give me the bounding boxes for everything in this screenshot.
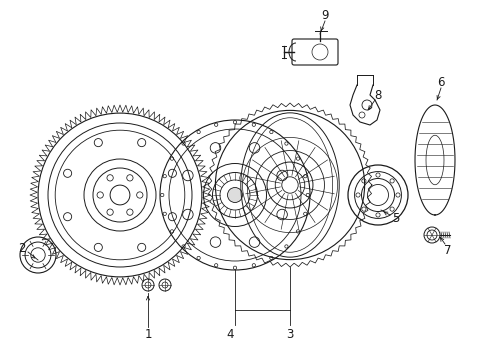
Text: 4: 4 bbox=[226, 328, 233, 342]
Text: 9: 9 bbox=[321, 9, 328, 22]
Text: 6: 6 bbox=[436, 76, 444, 89]
Text: 2: 2 bbox=[18, 242, 26, 255]
Text: 7: 7 bbox=[443, 243, 451, 257]
Circle shape bbox=[227, 188, 242, 202]
Text: 5: 5 bbox=[391, 212, 399, 225]
Text: 1: 1 bbox=[144, 328, 151, 342]
Text: 8: 8 bbox=[373, 89, 381, 102]
Text: 3: 3 bbox=[286, 328, 293, 342]
